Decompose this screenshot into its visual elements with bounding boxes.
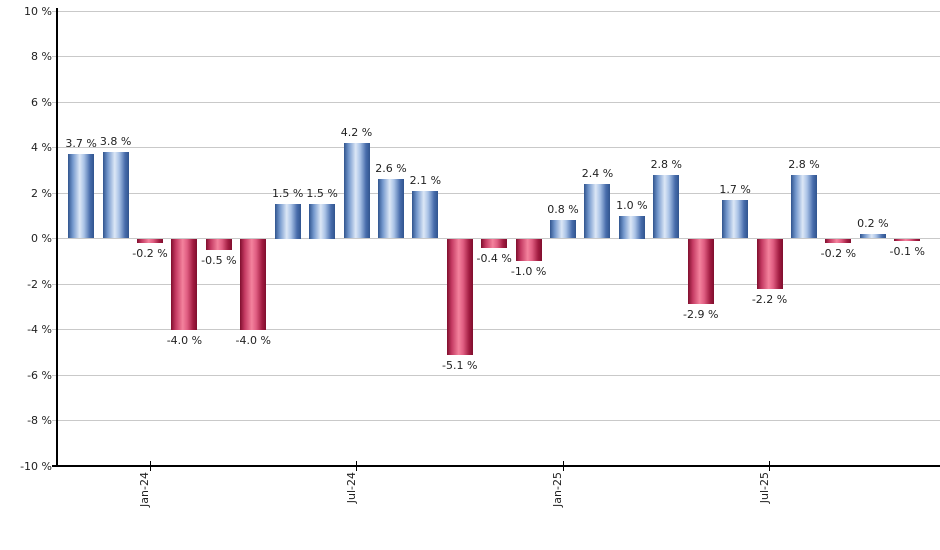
x-axis-tick (769, 461, 771, 471)
bar-negative (894, 238, 921, 241)
bar-positive (309, 204, 336, 239)
bar-negative (687, 238, 714, 305)
y-tick-label: -8 % (27, 414, 52, 427)
y-axis-tick (52, 147, 57, 148)
y-tick-label: 4 % (31, 141, 52, 154)
x-tick-label: Jan-24 (138, 472, 151, 507)
x-axis-tick (562, 461, 564, 471)
y-axis-tick (52, 329, 57, 330)
x-axis-line (52, 465, 940, 467)
bar-value-label: -0.4 % (476, 251, 512, 265)
gridline (57, 147, 940, 148)
x-axis-tick (149, 461, 151, 471)
y-tick-label: -6 % (27, 368, 52, 382)
bar-positive (859, 233, 886, 239)
bar-value-label: -4.0 % (235, 333, 271, 347)
bar-negative (446, 238, 473, 355)
x-tick-label: Jul-25 (757, 472, 771, 504)
x-tick-label: Jan-25 (551, 472, 565, 507)
bar-negative (205, 238, 232, 250)
y-axis-tick (52, 56, 57, 57)
y-axis-tick (52, 283, 57, 285)
bar-value-label: -1.0 % (510, 265, 547, 279)
bar-value-label: 0.2 % (857, 216, 889, 230)
bar-value-label: -2.9 % (683, 308, 719, 322)
y-tick-label: 6 % (31, 95, 52, 109)
bar-positive (343, 142, 370, 239)
bar-value-label: 3.8 % (99, 135, 132, 149)
bar-value-label: 1.0 % (616, 198, 648, 212)
bar-value-label: 1.5 % (306, 187, 338, 201)
y-axis-tick (52, 420, 57, 421)
bar-negative (825, 238, 852, 244)
bar-value-label: -0.5 % (201, 253, 237, 267)
y-axis-tick (52, 192, 57, 194)
y-axis-tick (52, 238, 57, 239)
gridline (57, 56, 940, 57)
bar-value-label: 2.4 % (581, 166, 614, 180)
gridline (57, 10, 940, 12)
bar-positive (412, 190, 439, 239)
bar-negative (240, 238, 267, 330)
y-axis-tick (52, 374, 57, 376)
bar-positive (274, 204, 301, 239)
x-axis-tick (356, 461, 358, 471)
x-tick-label: Jul-24 (344, 472, 358, 504)
bar-positive (584, 183, 611, 239)
y-tick-label: 8 % (31, 50, 52, 63)
bar-value-label: 2.1 % (409, 173, 442, 187)
bar-value-label: 3.7 % (65, 137, 97, 151)
bar-value-label: -4.0 % (166, 333, 203, 347)
bar-value-label: 1.5 % (271, 187, 304, 201)
y-tick-label: -4 % (27, 323, 52, 336)
bar-value-label: 4.2 % (340, 125, 373, 139)
y-tick-label: 2 % (31, 186, 52, 200)
bar-value-label: -0.2 % (820, 247, 857, 261)
bar-value-label: 2.8 % (650, 157, 683, 171)
bar-value-label: 1.7 % (719, 182, 751, 196)
gridline (57, 420, 940, 421)
bar-value-label: -0.2 % (132, 247, 168, 261)
bar-value-label: 2.8 % (788, 157, 820, 171)
bar-positive (722, 199, 749, 239)
bar-positive (377, 179, 404, 239)
bar-negative (171, 238, 198, 330)
bar-negative (481, 238, 508, 248)
bar-value-label: 2.6 % (375, 162, 407, 176)
y-tick-label: -2 % (27, 277, 52, 291)
bar-positive (102, 152, 129, 239)
bar-value-label: -0.1 % (889, 244, 925, 258)
bar-value-label: -2.2 % (751, 292, 788, 306)
bar-negative (137, 238, 163, 244)
y-tick-label: 0 % (31, 232, 52, 245)
gridline (57, 101, 940, 103)
bar-positive (68, 154, 95, 239)
bar-positive (618, 215, 645, 239)
y-axis-tick (52, 101, 57, 103)
bar-value-label: 0.8 % (547, 203, 579, 217)
y-axis-tick (52, 10, 57, 12)
gridline (57, 374, 940, 376)
bar-value-label: -5.1 % (442, 358, 478, 372)
y-tick-label: -10 % (20, 459, 52, 473)
bar-negative (756, 238, 783, 289)
bar-positive (653, 174, 680, 239)
bar-negative (515, 238, 542, 262)
bar-positive (790, 174, 817, 239)
bar-positive (550, 220, 577, 239)
y-axis-line (56, 8, 58, 466)
y-tick-label: 10 % (24, 4, 52, 18)
